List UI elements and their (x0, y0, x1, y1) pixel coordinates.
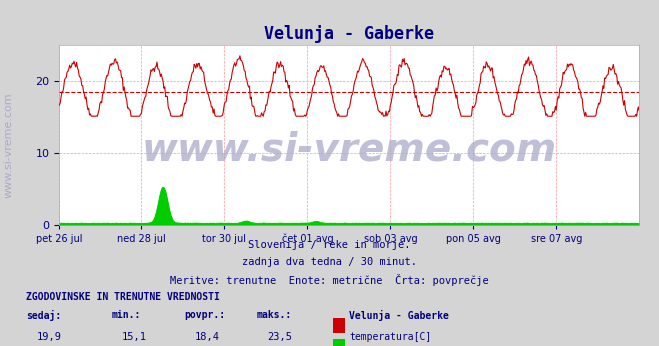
Text: zadnja dva tedna / 30 minut.: zadnja dva tedna / 30 minut. (242, 257, 417, 267)
Text: min.:: min.: (112, 310, 142, 320)
Text: 15,1: 15,1 (122, 332, 147, 342)
Text: Meritve: trenutne  Enote: metrične  Črta: povprečje: Meritve: trenutne Enote: metrične Črta: … (170, 274, 489, 286)
Text: ZGODOVINSKE IN TRENUTNE VREDNOSTI: ZGODOVINSKE IN TRENUTNE VREDNOSTI (26, 292, 220, 302)
Text: maks.:: maks.: (257, 310, 292, 320)
Text: www.si-vreme.com: www.si-vreme.com (142, 130, 557, 169)
Title: Velunja - Gaberke: Velunja - Gaberke (264, 25, 434, 44)
Text: sedaj:: sedaj: (26, 310, 61, 321)
Text: Slovenija / reke in morje.: Slovenija / reke in morje. (248, 240, 411, 251)
Text: 19,9: 19,9 (36, 332, 61, 342)
Text: 18,4: 18,4 (194, 332, 219, 342)
Text: www.si-vreme.com: www.si-vreme.com (3, 92, 13, 198)
Text: povpr.:: povpr.: (185, 310, 225, 320)
Text: 23,5: 23,5 (267, 332, 292, 342)
Text: temperatura[C]: temperatura[C] (349, 332, 432, 342)
Text: Velunja - Gaberke: Velunja - Gaberke (349, 310, 449, 321)
